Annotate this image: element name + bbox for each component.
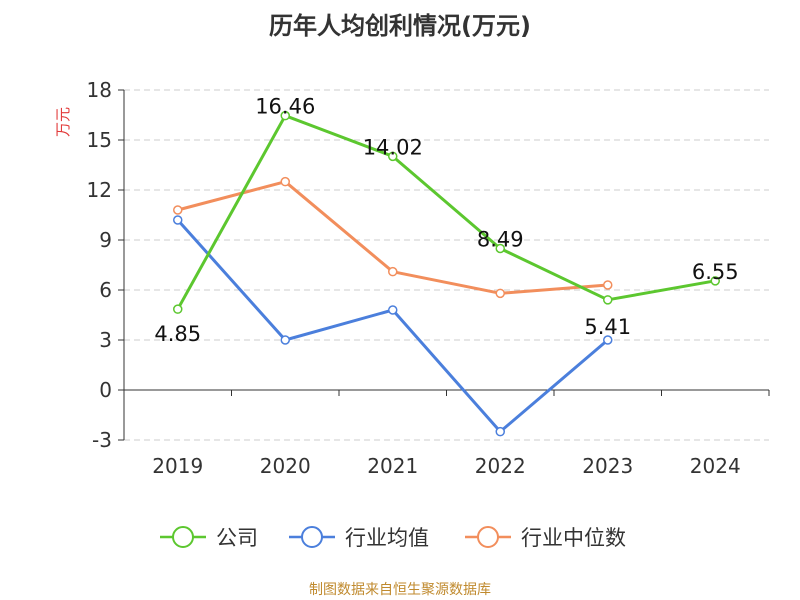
grid-lines: [124, 89, 769, 441]
axes: -3 0 3 6 9 12 15 18 2019 2020 2021 2022 2023 2024 万元: [54, 78, 770, 478]
data-point: [388, 305, 398, 315]
data-label: 14.02: [363, 135, 423, 159]
data-point: [710, 276, 720, 286]
data-point: [603, 295, 613, 305]
data-labels: 4.85 16.46 14.02 8.49 5.41 6.55: [154, 95, 739, 346]
data-point: [495, 426, 505, 437]
series-line: [176, 114, 716, 310]
data-label: 4.85: [154, 322, 201, 346]
source-note: 制图数据来自恒生聚源数据库: [309, 582, 491, 598]
data-point: [280, 335, 290, 345]
y-axis-label: 万元: [54, 107, 72, 137]
y-tick-label: 15: [87, 128, 112, 152]
legend-label: 公司: [216, 526, 258, 550]
data-label: 16.46: [255, 95, 315, 119]
y-tick-label: 6: [99, 278, 112, 302]
data-point: [280, 176, 290, 187]
data-point: [603, 335, 613, 345]
data-point: [173, 304, 183, 314]
x-tick-label: 2024: [690, 454, 741, 478]
data-point: [388, 151, 398, 162]
data-point: [173, 215, 183, 225]
data-point: [495, 243, 505, 254]
y-tick-label: 3: [99, 328, 112, 352]
data-point: [495, 288, 505, 299]
y-tick-label: 0: [99, 378, 112, 402]
x-tick-label: 2019: [152, 454, 203, 478]
data-label: 5.41: [584, 315, 631, 339]
series-lines: [173, 110, 720, 437]
series-line: [176, 218, 609, 434]
data-label: 8.49: [477, 228, 524, 252]
legend: 公司 行业均值 行业中位数: [160, 526, 626, 550]
data-label: 6.55: [692, 260, 739, 284]
legend-marker: [301, 526, 323, 548]
data-point: [280, 110, 290, 121]
data-point: [603, 280, 613, 290]
legend-marker: [477, 526, 499, 548]
y-tick-label: 9: [99, 228, 112, 252]
y-tick-label: 18: [87, 78, 112, 102]
legend-marker: [172, 526, 194, 548]
chart-title: 历年人均创利情况(万元): [269, 12, 531, 40]
x-tick-label: 2021: [367, 454, 418, 478]
legend-label: 行业中位数: [521, 526, 626, 550]
y-tick-label: -3: [92, 428, 112, 452]
x-tick-label: 2020: [260, 454, 311, 478]
series-line: [177, 180, 608, 295]
x-tick-label: 2022: [475, 454, 526, 478]
data-point: [388, 266, 398, 277]
legend-label: 行业均值: [345, 526, 429, 550]
data-point: [173, 205, 183, 215]
y-tick-label: 12: [87, 178, 112, 202]
x-tick-label: 2023: [582, 454, 633, 478]
